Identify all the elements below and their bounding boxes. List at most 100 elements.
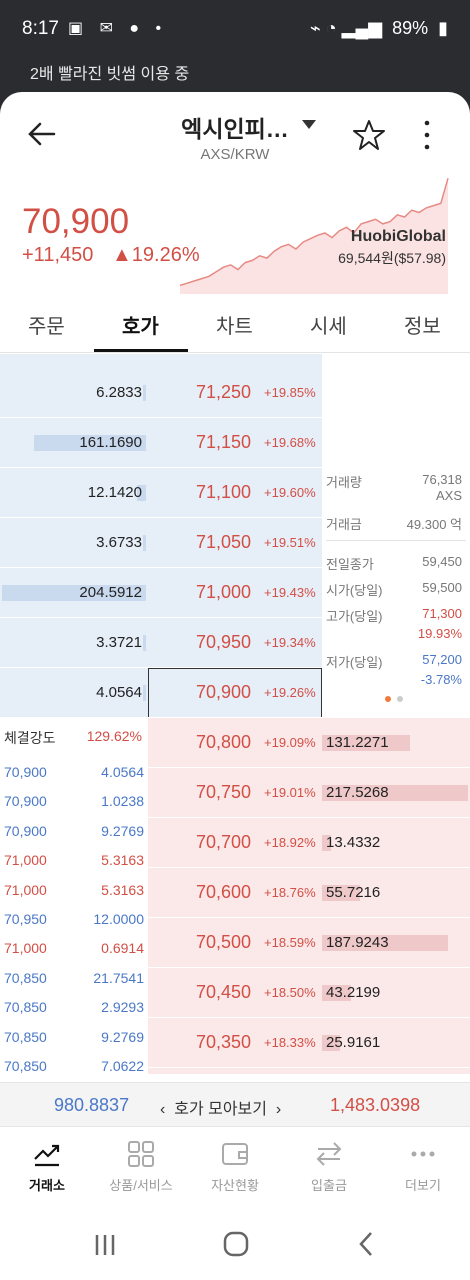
bottom-navigation: 거래소 상품/서비스 자산현황 입출금 더보기: [0, 1126, 470, 1205]
row-divider: [148, 967, 470, 968]
back-arrow-icon[interactable]: [24, 116, 60, 152]
nav-assets[interactable]: 자산현황: [188, 1139, 282, 1194]
ask-qty-bar: [143, 535, 146, 551]
top-bar: 엑시인피… AXS/KRW: [0, 92, 470, 172]
ask-qty-bar: [143, 385, 146, 401]
recent-apps-icon[interactable]: [92, 1232, 118, 1258]
info-label-volume: 거래량: [326, 475, 362, 490]
trade-price: 70,850: [4, 999, 47, 1016]
ask-price[interactable]: 71,250: [196, 382, 252, 402]
ask-price[interactable]: 71,050: [196, 532, 252, 552]
reference-price: 69,544원($57.98): [338, 250, 446, 266]
ask-qty: 6.2833: [96, 384, 142, 401]
nav-label: 거래소: [29, 1178, 65, 1193]
trade-qty: 9.2769: [101, 822, 144, 839]
nav-label: 입출금: [311, 1178, 347, 1193]
trade-history-panel: [0, 718, 148, 1074]
bid-qty: 25.9161: [326, 1034, 381, 1051]
kebab-menu-icon[interactable]: [420, 118, 434, 152]
tab-chart[interactable]: 차트: [216, 316, 253, 338]
tab-market[interactable]: 시세: [310, 316, 347, 338]
bid-price[interactable]: 70,350: [196, 1032, 252, 1052]
more-dots-icon: [411, 1151, 435, 1157]
trade-qty: 21.7541: [93, 969, 144, 986]
info-label-prev-close: 전일종가: [326, 557, 374, 572]
ask-quantity-column: [0, 354, 148, 720]
bid-price[interactable]: 70,500: [196, 932, 252, 952]
info-value-low: 57,200: [422, 652, 462, 667]
trade-strength-value: 129.62%: [86, 728, 142, 744]
home-icon[interactable]: [222, 1230, 250, 1258]
ask-price[interactable]: 70,900: [196, 682, 252, 702]
ask-pct: +19.68%: [264, 435, 316, 450]
caret-down-icon[interactable]: [302, 120, 316, 129]
row-divider: [0, 717, 322, 718]
tab-orderbook[interactable]: 호가: [122, 316, 159, 338]
row-divider: [0, 567, 322, 568]
bid-pct: +19.01%: [264, 785, 316, 800]
status-bar: 8:17 ▣ ✉ ● • ⌁ ◔ ▂▄▆ 89% ▮: [0, 0, 470, 58]
price-change-pct: ▲19.26%: [112, 244, 200, 266]
nav-products[interactable]: 상품/서비스: [94, 1139, 188, 1194]
total-bid-qty: 1,483.0398: [330, 1095, 421, 1115]
nav-transfer[interactable]: 입출금: [282, 1139, 376, 1194]
row-divider: [0, 417, 322, 418]
row-divider: [148, 917, 470, 918]
total-ask-qty: 980.8837: [54, 1095, 130, 1115]
status-right: ⌁ ◔ ▂▄▆ 89% ▮: [310, 18, 448, 39]
wallet-icon: [222, 1143, 248, 1165]
bid-pct: +18.33%: [264, 1035, 316, 1050]
aggregate-view-button[interactable]: ‹ 호가 모아보기 ›: [160, 1101, 282, 1118]
row-divider: [148, 767, 470, 768]
trade-price: 71,000: [4, 852, 47, 869]
bid-qty: 131.2271: [326, 734, 389, 751]
bid-qty-bar: [322, 835, 331, 851]
info-label-low: 저가(당일): [326, 655, 383, 670]
grid-icon: [128, 1141, 154, 1167]
ask-pct: +19.60%: [264, 485, 316, 500]
info-label-open: 시가(당일): [326, 583, 383, 598]
trade-strength-label: 체결강도: [4, 730, 56, 746]
info-value-open: 59,500: [422, 580, 462, 595]
ask-pct: +19.26%: [264, 685, 316, 700]
trade-qty: 7.0622: [101, 1058, 144, 1074]
market-info-panel: [322, 354, 470, 720]
bid-price[interactable]: 70,800: [196, 732, 252, 752]
notification-icons: ▣ ✉ ● •: [68, 20, 168, 37]
trade-price: 70,900: [4, 822, 47, 839]
transfer-icon: [316, 1142, 342, 1166]
row-divider: [0, 667, 322, 668]
tab-order[interactable]: 주문: [28, 316, 65, 338]
bid-price[interactable]: 70,450: [196, 982, 252, 1002]
ask-price[interactable]: 70,950: [196, 632, 252, 652]
ask-price[interactable]: 71,100: [196, 482, 252, 502]
bid-price[interactable]: 70,600: [196, 882, 252, 902]
ask-qty: 3.6733: [96, 534, 142, 551]
star-icon[interactable]: [352, 118, 386, 152]
nav-label: 더보기: [405, 1178, 441, 1193]
trade-price: 71,000: [4, 940, 47, 957]
ask-pct: +19.34%: [264, 635, 316, 650]
coin-selector[interactable]: 엑시인피… AXS/KRW: [150, 110, 320, 163]
trade-price: 70,850: [4, 969, 47, 986]
page-dot[interactable]: [397, 696, 403, 702]
bid-qty-bar: [322, 935, 448, 951]
system-navigation: [0, 1204, 470, 1280]
signal-icon: ⌁ ◔ ▂▄▆: [309, 18, 383, 38]
bid-price[interactable]: 70,750: [196, 782, 252, 802]
tab-info[interactable]: 정보: [404, 316, 441, 338]
current-price: 70,900: [22, 202, 130, 241]
ask-price[interactable]: 71,000: [196, 582, 252, 602]
ask-qty: 161.1690: [79, 434, 142, 451]
info-value-high-pct: 19.93%: [417, 626, 462, 641]
ask-pct: +19.85%: [264, 385, 316, 400]
nav-exchange[interactable]: 거래소: [0, 1139, 94, 1194]
nav-label: 상품/서비스: [109, 1178, 173, 1193]
back-icon[interactable]: [356, 1230, 376, 1258]
trade-price: 70,900: [4, 764, 47, 780]
ask-price[interactable]: 71,150: [196, 432, 252, 452]
nav-more[interactable]: 더보기: [376, 1139, 470, 1194]
trading-sheet: 엑시인피… AXS/KRW 70,900 +11,450 ▲19.26% Huo…: [0, 92, 470, 1280]
bid-price[interactable]: 70,700: [196, 832, 252, 852]
aggregate-view-label: 호가 모아보기: [174, 1101, 267, 1118]
